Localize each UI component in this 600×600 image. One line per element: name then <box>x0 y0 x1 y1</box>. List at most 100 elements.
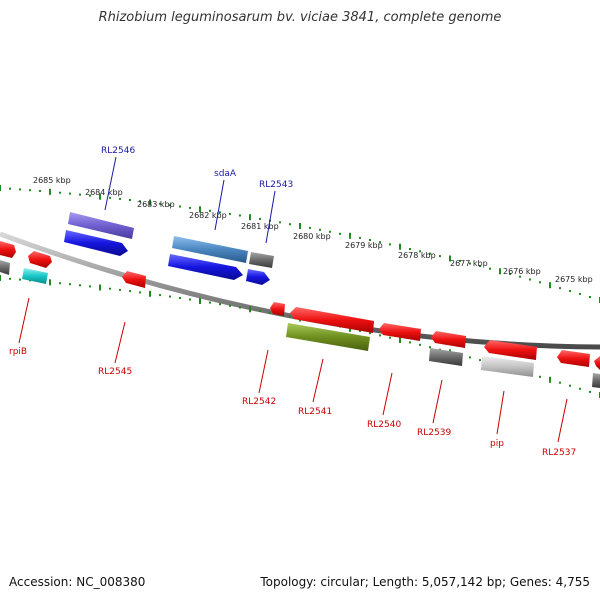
major-tick <box>49 279 51 286</box>
minor-tick <box>479 359 481 362</box>
gene-label[interactable]: RL2541 <box>298 407 332 417</box>
minor-tick <box>89 285 91 288</box>
gene-label[interactable]: RL2546 <box>101 146 135 156</box>
minor-tick <box>209 301 211 304</box>
major-tick <box>199 298 201 304</box>
minor-tick <box>179 205 181 208</box>
gene-label[interactable]: rpiB <box>9 347 27 357</box>
gene-feature[interactable] <box>0 241 16 258</box>
minor-tick <box>109 196 111 199</box>
label-leaders <box>18 156 568 443</box>
minor-tick <box>19 278 21 281</box>
minor-tick <box>379 334 381 337</box>
minor-tick <box>589 296 591 298</box>
minor-tick <box>429 346 431 349</box>
gene-feature[interactable] <box>28 251 52 268</box>
minor-tick <box>559 287 561 290</box>
major-tick <box>149 199 151 206</box>
gene-label[interactable]: RL2537 <box>542 448 576 458</box>
minor-tick <box>259 310 261 312</box>
minor-tick <box>419 343 421 346</box>
minor-tick <box>539 281 541 284</box>
minor-tick <box>69 283 71 286</box>
minor-tick <box>139 291 141 294</box>
minor-tick <box>469 262 471 265</box>
major-tick <box>249 214 251 221</box>
major-tick <box>549 282 551 289</box>
gene-label[interactable]: RL2539 <box>417 428 451 438</box>
minor-tick <box>579 292 581 295</box>
gene-feature[interactable] <box>431 331 466 348</box>
gene-label[interactable]: pip <box>490 439 504 449</box>
scale-label: 2676 kbp <box>503 267 541 276</box>
minor-tick <box>89 194 91 197</box>
gene-feature[interactable] <box>68 212 134 239</box>
minor-tick <box>39 190 41 192</box>
minor-tick <box>289 315 291 318</box>
minor-tick <box>229 304 231 307</box>
major-tick <box>399 337 401 343</box>
minor-tick <box>569 290 571 292</box>
gene-feature[interactable] <box>484 340 537 360</box>
scale-label: 2680 kbp <box>293 232 331 241</box>
minor-tick <box>129 199 131 201</box>
minor-tick <box>19 188 21 191</box>
minor-tick <box>389 243 391 246</box>
gene-rl2545[interactable] <box>122 271 146 288</box>
gene-label[interactable]: RL2543 <box>259 180 293 190</box>
gene-rl2540[interactable] <box>379 323 421 341</box>
scale-label: 2681 kbp <box>241 222 279 231</box>
gene-rl2541[interactable] <box>286 323 370 351</box>
major-tick <box>549 376 551 383</box>
gene-feature[interactable] <box>594 356 600 370</box>
gene-rl2537[interactable] <box>557 350 590 367</box>
major-tick <box>149 290 151 297</box>
minor-tick <box>79 284 81 287</box>
minor-tick <box>359 329 361 332</box>
gene-label[interactable]: sdaA <box>214 169 237 179</box>
gene-rl2542[interactable] <box>270 302 285 316</box>
minor-tick <box>569 384 571 387</box>
gene-rl2543[interactable] <box>249 252 274 268</box>
minor-tick <box>129 290 131 293</box>
minor-tick <box>119 197 121 200</box>
gene-label[interactable]: RL2542 <box>242 397 276 407</box>
minor-tick <box>239 306 241 309</box>
gene-rl2539[interactable] <box>429 348 463 366</box>
minor-tick <box>419 250 421 253</box>
minor-tick <box>59 282 61 285</box>
scale-label: 2675 kbp <box>555 275 593 284</box>
genome-summary-text: Topology: circular; Length: 5,057,142 bp… <box>260 575 590 589</box>
minor-tick <box>219 211 221 214</box>
gene-feature[interactable] <box>290 307 374 333</box>
minor-tick <box>69 192 71 195</box>
minor-tick <box>139 200 141 203</box>
gene-feature[interactable] <box>592 373 600 388</box>
gene-label[interactable]: RL2545 <box>98 367 132 377</box>
minor-tick <box>169 204 171 207</box>
gene-sdaa[interactable] <box>172 236 248 263</box>
minor-tick <box>389 336 391 339</box>
scale-label: 2682 kbp <box>189 211 227 220</box>
gene-rl2546[interactable] <box>64 230 128 256</box>
scale-label: 2677 kbp <box>450 259 488 268</box>
minor-tick <box>239 214 241 217</box>
map-title: Rhizobium leguminosarum bv. viciae 3841,… <box>98 10 502 25</box>
minor-tick <box>539 375 541 378</box>
gene-feature[interactable] <box>246 269 270 285</box>
minor-tick <box>409 248 411 250</box>
gene-pip[interactable] <box>481 356 534 377</box>
gene-rpib[interactable] <box>22 268 48 284</box>
minor-tick <box>119 288 121 291</box>
minor-tick <box>109 287 111 290</box>
minor-tick <box>579 387 581 390</box>
gene-label[interactable]: RL2540 <box>367 420 401 430</box>
minor-tick <box>209 209 211 212</box>
gene-feature[interactable] <box>168 254 243 280</box>
gene-feature[interactable] <box>0 260 10 275</box>
minor-tick <box>219 303 221 306</box>
scale-labels: 2685 kbp 2684 kbp 2683 kbp 2682 kbp 2681… <box>33 176 593 284</box>
major-tick <box>0 185 1 191</box>
minor-tick <box>59 191 61 194</box>
